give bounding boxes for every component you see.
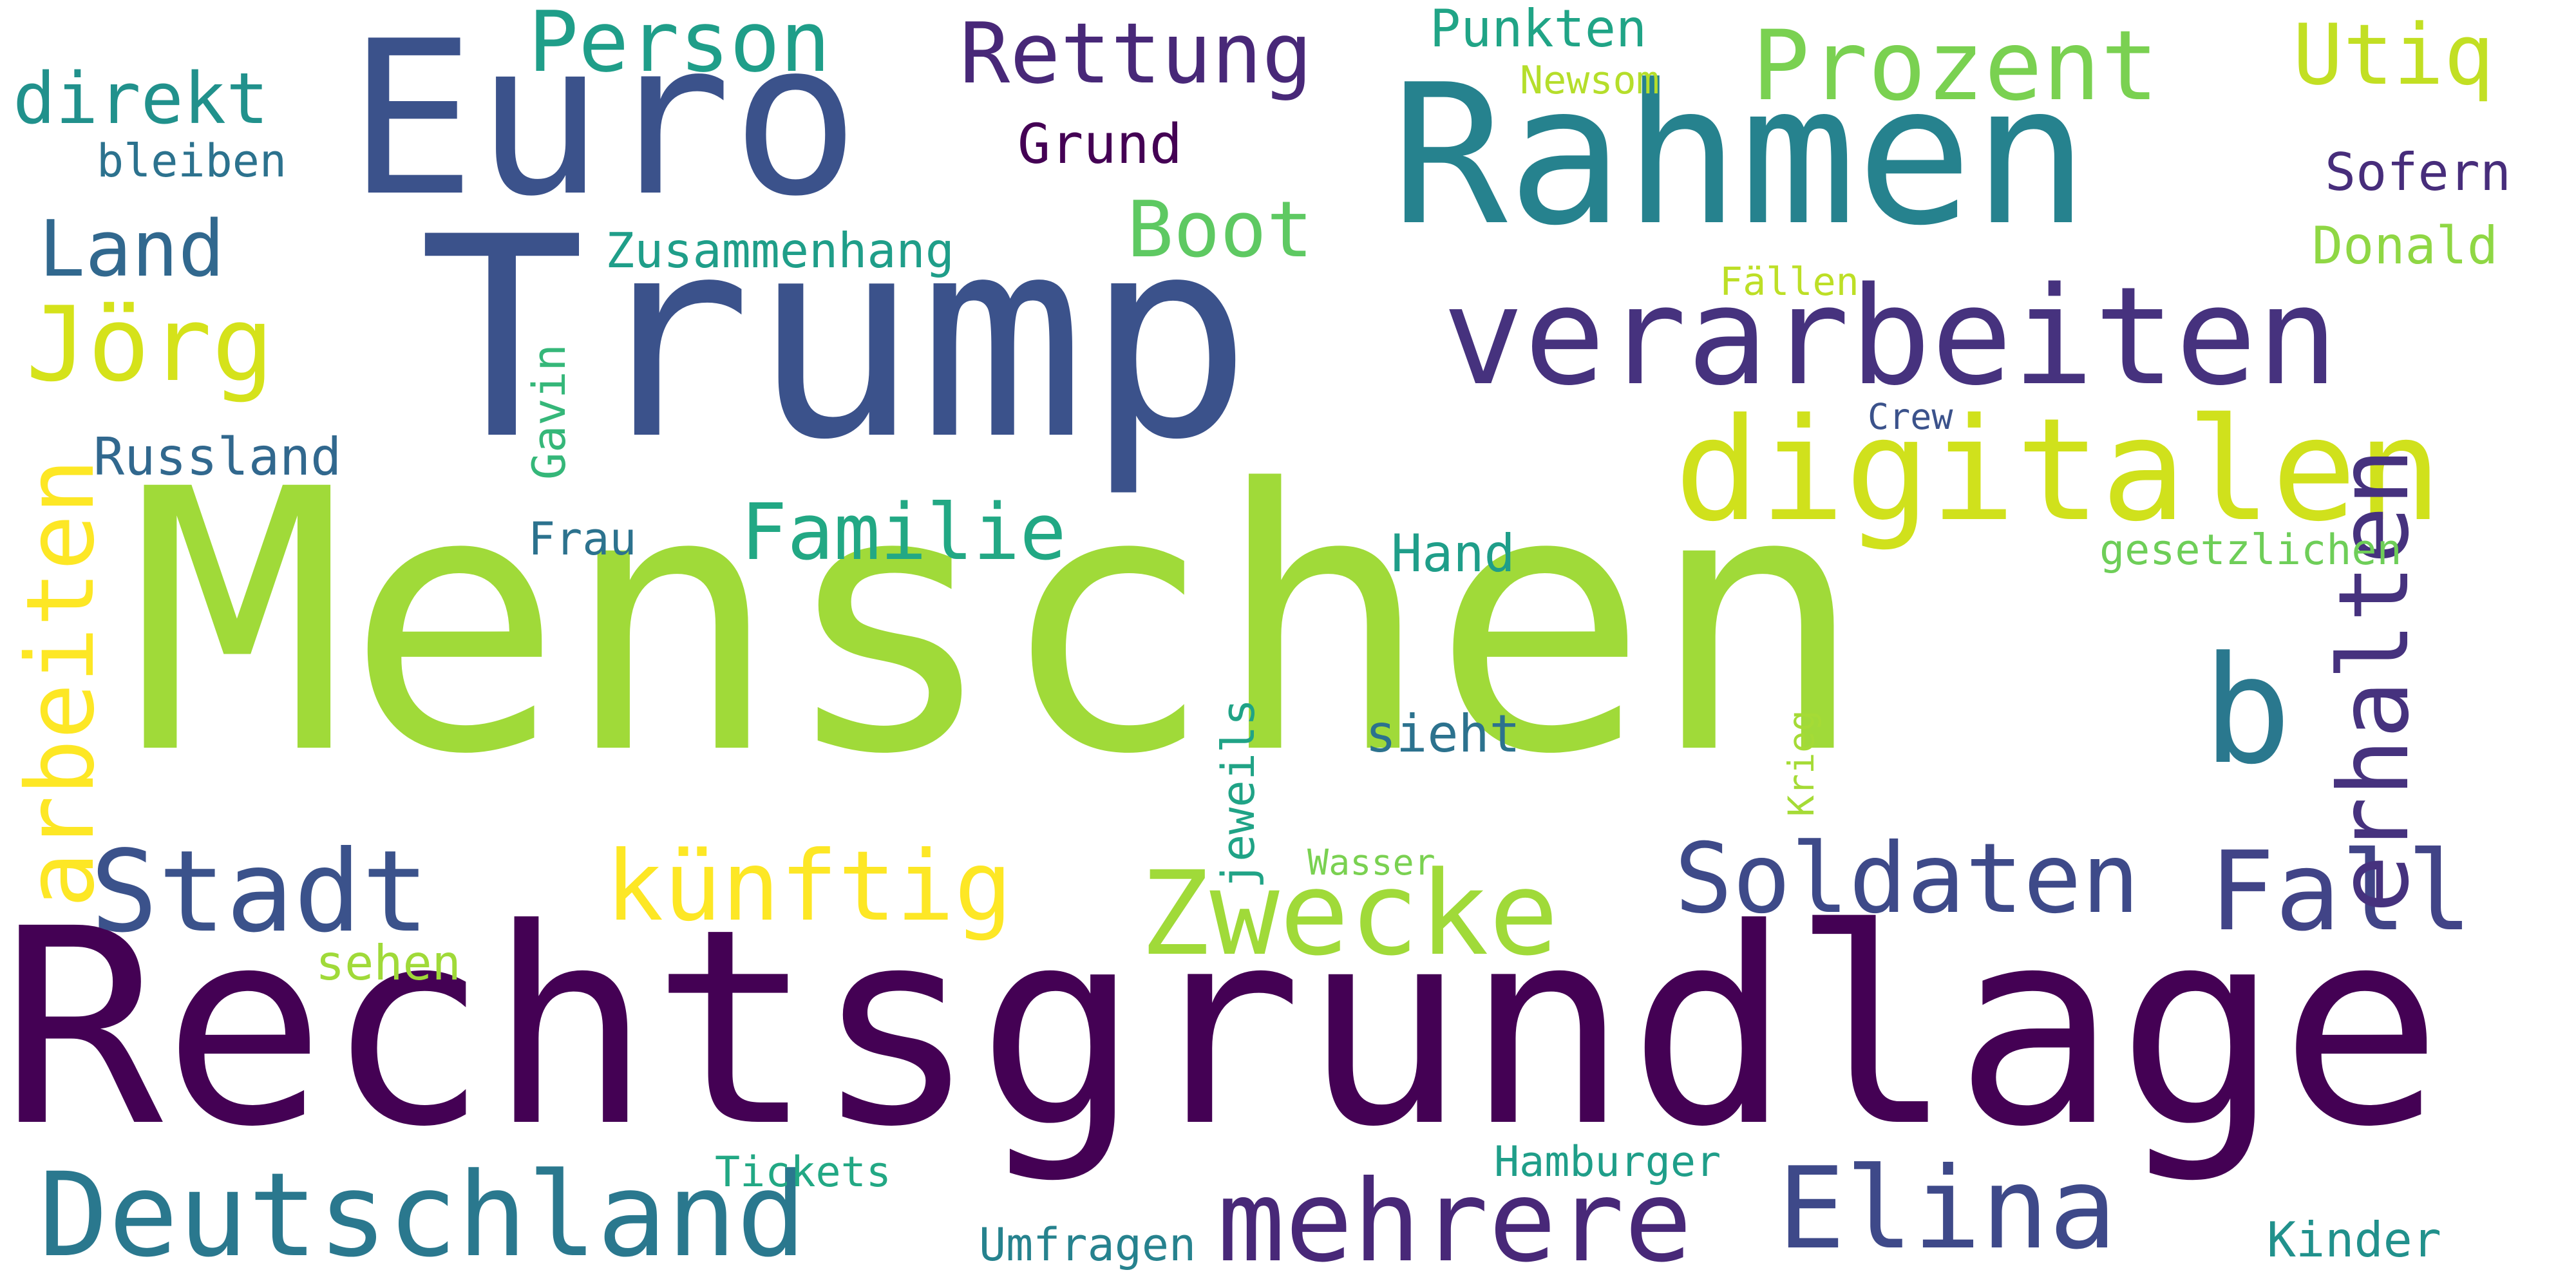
word-wasser: Wasser (1307, 842, 1435, 883)
word-rechtsgrundlage: Rechtsgrundlage (0, 871, 2443, 1186)
word-arbeiten: arbeiten (6, 458, 115, 908)
word-zusammenhang: Zusammenhang (605, 222, 954, 279)
word-crew: Crew (1868, 396, 1953, 437)
word-gavin: Gavin (523, 344, 576, 480)
word-familie: Familie (741, 488, 1066, 578)
word-zwecke: Zwecke (1140, 847, 1559, 981)
word-person: Person (528, 0, 831, 91)
word-joerg: Jörg (26, 284, 274, 404)
word-digitalen: digitalen (1674, 388, 2443, 553)
word-direkt: direkt (13, 57, 269, 140)
word-bleiben: bleiben (97, 135, 287, 187)
word-stadt: Stadt (90, 827, 430, 958)
word-kinder: Kinder (2267, 1211, 2441, 1268)
word-boot: Boot (1127, 185, 1313, 275)
word-sieht: sieht (1365, 704, 1520, 764)
word-grund: Grund (1018, 113, 1182, 176)
word-utiq: Utiq (2293, 6, 2495, 104)
word-tickets: Tickets (715, 1148, 891, 1197)
word-mehrere: mehrere (1217, 1157, 1692, 1287)
word-rettung: Rettung (960, 5, 1312, 102)
word-kuenftig: künftig (605, 831, 1013, 943)
word-soldaten: Soldaten (1674, 823, 2140, 935)
word-verarbeiten: verarbeiten (1443, 258, 2338, 415)
word-sofern: Sofern (2325, 142, 2511, 202)
word-elina: Elina (1777, 1144, 2117, 1274)
word-frau: Frau (528, 513, 637, 565)
word-trump: Trump (419, 178, 1253, 500)
word-krieg: Krieg (1781, 710, 1822, 817)
word-hamburger: Hamburger (1494, 1138, 1721, 1186)
word-euro: Euro (348, 0, 860, 243)
word-jeweils: jeweils (1212, 698, 1265, 889)
word-punkten: Punkten (1430, 0, 1647, 59)
word-b: b (2202, 625, 2292, 797)
word-newsom: Newsom (1520, 58, 1660, 103)
word-russland: Russland (93, 427, 342, 487)
word-umfragen: Umfragen (979, 1218, 1197, 1271)
word-rahmen: Rahmen (1391, 43, 2089, 268)
word-donald: Donald (2312, 216, 2498, 276)
word-faellen: Fällen (1719, 260, 1859, 305)
word-erhalten: erhalten (2318, 448, 2430, 913)
word-sehen: sehen (316, 934, 461, 991)
word-hand: Hand (1391, 524, 1515, 583)
word-land: Land (39, 205, 225, 294)
word-gesetzlichen: gesetzlichen (2099, 526, 2402, 574)
word-menschen: Menschen (129, 413, 1866, 833)
word-deutschland: Deutschland (39, 1148, 807, 1283)
word-fall: Fall (2209, 828, 2473, 956)
word-prozent: Prozent (1752, 10, 2159, 122)
